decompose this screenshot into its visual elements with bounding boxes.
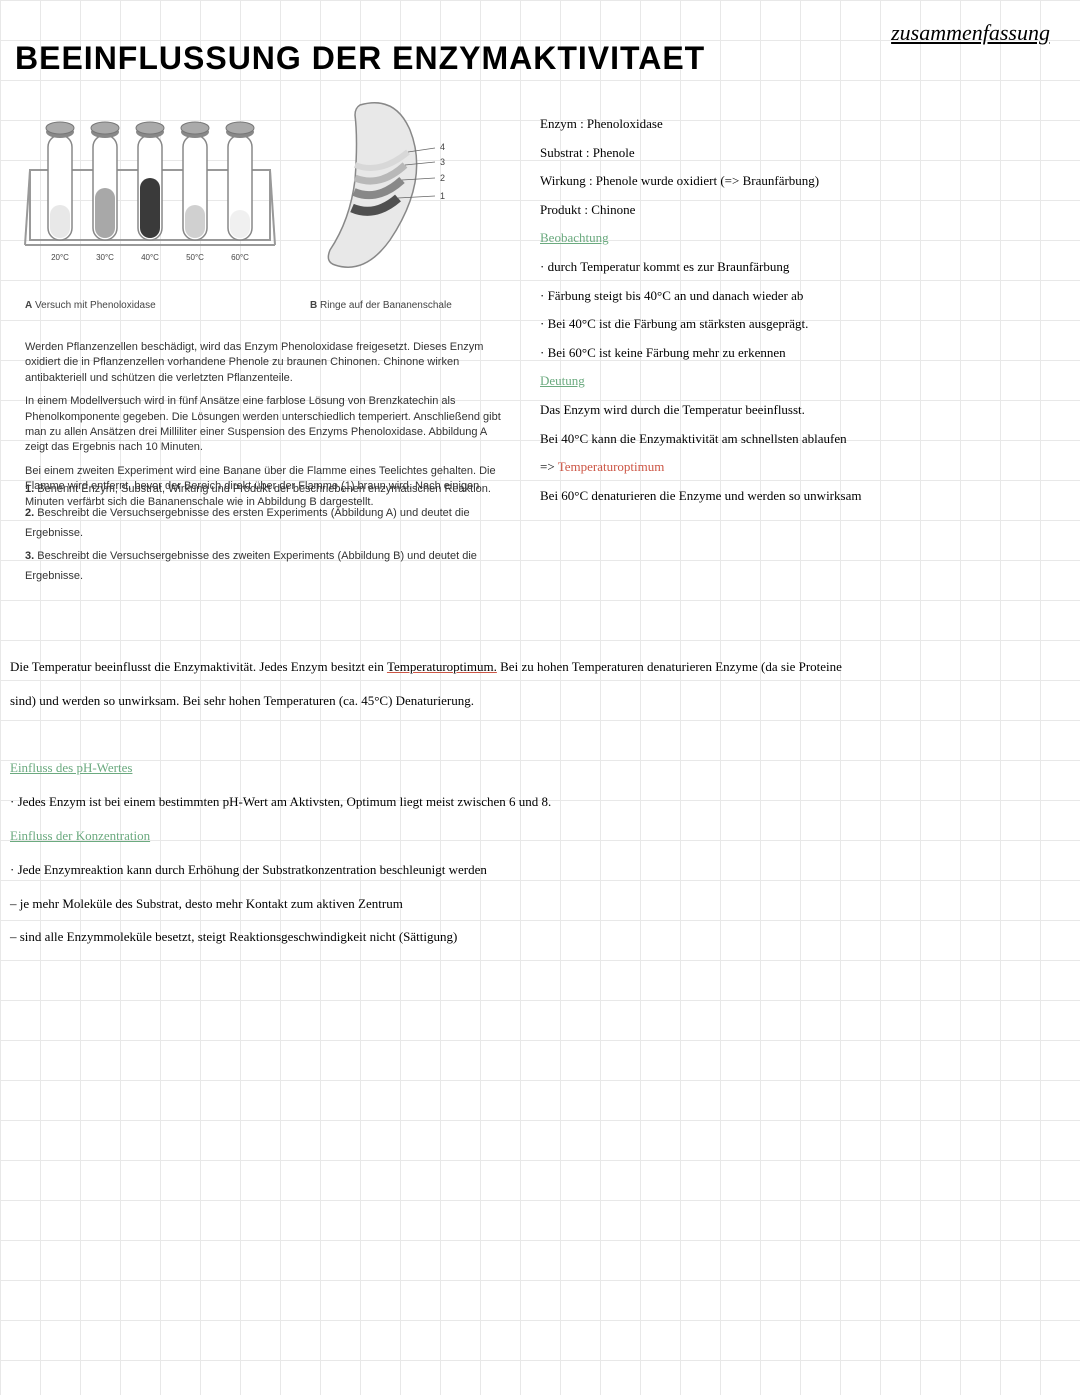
caption-figure-b: B Ringe auf der Bananenschale [310,300,452,311]
note-konz3: – sind alle Enzymmoleküle besetzt, steig… [10,920,1070,954]
note-konz1: · Jede Enzymreaktion kann durch Erhöhung… [10,853,1070,887]
svg-text:1: 1 [440,191,445,201]
subhead-beobachtung: Beobachtung [540,224,1060,253]
note-deut4: Bei 60°C denaturieren die Enzyme und wer… [540,482,1060,511]
svg-text:4: 4 [440,142,445,152]
handwritten-notes-bottom: Die Temperatur beeinflusst die Enzymakti… [10,650,1070,954]
note-beob2: · Färbung steigt bis 40°C an und danach … [540,282,1060,311]
svg-text:50°C: 50°C [186,253,204,262]
page-title: BEEINFLUSSUNG DER ENZYMAKTIVITAET [15,40,705,77]
summary-line-2: sind) und werden so unwirksam. Bei sehr … [10,684,1070,718]
note-ph1: · Jedes Enzym ist bei einem bestimmten p… [10,785,1070,819]
note-beob4: · Bei 60°C ist keine Färbung mehr zu erk… [540,339,1060,368]
paragraph-2: In einem Modellversuch wird in fünf Ansä… [25,394,505,456]
summary-line-1: Die Temperatur beeinflusst die Enzymakti… [10,650,1070,684]
figure-b-banana: 4 3 2 1 [300,90,460,290]
svg-text:20°C: 20°C [51,253,69,262]
subhead-konz: Einfluss der Konzentration [10,819,1070,853]
handwritten-notes-right: Enzym : Phenoloxidase Substrat : Phenole… [540,110,1060,510]
svg-text:60°C: 60°C [231,253,249,262]
task-2: 2. Beschreibt die Versuchsergebnisse des… [25,504,525,544]
note-wirkung: Wirkung : Phenole wurde oxidiert (=> Bra… [540,167,1060,196]
header-tag: zusammenfassung [891,20,1050,46]
note-produkt: Produkt : Chinone [540,196,1060,225]
svg-text:30°C: 30°C [96,253,114,262]
note-beob1: · durch Temperatur kommt es zur Braunfär… [540,253,1060,282]
svg-text:2: 2 [440,173,445,183]
note-substrat: Substrat : Phenole [540,139,1060,168]
figure-a-test-tubes: 20°C 30°C 40°C 50°C 60°C [20,110,280,290]
note-deut3: => Temperaturoptimum [540,453,1060,482]
note-deut1: Das Enzym wird durch die Temperatur beei… [540,396,1060,425]
note-deut2: Bei 40°C kann die Enzymaktivität am schn… [540,425,1060,454]
task-1: 1. Benennt Enzym, Substrat, Wirkung und … [25,480,525,500]
subhead-deutung: Deutung [540,367,1060,396]
svg-text:40°C: 40°C [141,253,159,262]
task-3: 3. Beschreibt die Versuchsergebnisse des… [25,547,525,587]
svg-text:3: 3 [440,157,445,167]
note-enzym: Enzym : Phenoloxidase [540,110,1060,139]
paragraph-1: Werden Pflanzenzellen beschädigt, wird d… [25,340,505,386]
note-konz2: – je mehr Moleküle des Substrat, desto m… [10,887,1070,921]
task-list: 1. Benennt Enzym, Substrat, Wirkung und … [25,480,525,591]
caption-figure-a: A Versuch mit Phenoloxidase [25,300,156,311]
subhead-ph: Einfluss des pH-Wertes [10,751,1070,785]
note-beob3: · Bei 40°C ist die Färbung am stärksten … [540,310,1060,339]
